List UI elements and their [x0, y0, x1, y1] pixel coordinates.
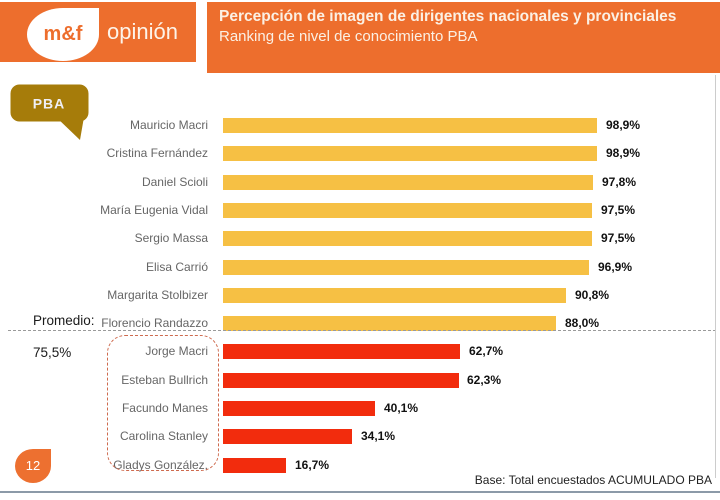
bar-value: 97,5% [601, 231, 636, 245]
bar-row: Gladys González, 16,7% [0, 452, 720, 480]
bar-row: Daniel Scioli 97,8% [0, 169, 720, 197]
page-number-badge: 12 [15, 449, 51, 483]
bar-value: 62,7% [469, 344, 504, 358]
bar-value: 40,1% [384, 401, 419, 415]
footer-divider-line [0, 491, 720, 493]
bar-label: Elisa Carrió [145, 260, 208, 274]
bar-label: Esteban Bullrich [121, 373, 208, 387]
slide-subtitle: Ranking de nivel de conocimiento PBA [219, 28, 478, 45]
bar [223, 429, 352, 444]
bar-label: Gladys González, [113, 458, 208, 472]
bar-value: 34,1% [361, 429, 396, 443]
bar-label: Mauricio Macri [129, 118, 208, 132]
bar [223, 118, 597, 133]
bar-row: Jorge Macri 62,7% [0, 338, 720, 366]
bar [223, 401, 375, 416]
logo-name: opinión [107, 19, 178, 44]
bar [223, 288, 567, 303]
bar-chart: Mauricio Macri 98,9% Cristina Fernández … [0, 112, 720, 480]
pba-badge-tail [56, 117, 84, 140]
bar-row: Mauricio Macri 98,9% [0, 112, 720, 140]
bar-label: Cristina Fernández [106, 146, 208, 160]
promedio-label: Promedio: [33, 313, 95, 328]
bar-value: 96,9% [598, 260, 633, 274]
bar-value: 97,5% [601, 203, 636, 217]
promedio-value: 75,5% [33, 345, 72, 360]
bar-row: Carolina Stanley 34,1% [0, 423, 720, 451]
bar [223, 316, 556, 331]
bar-label: Sergio Massa [134, 231, 208, 245]
pba-badge-bubble [10, 84, 89, 122]
bar-value: 90,8% [575, 288, 610, 302]
bar-row: Cristina Fernández 98,9% [0, 140, 720, 168]
bar-row: Esteban Bullrich 62,3% [0, 367, 720, 395]
pba-speech-badge: PBA [10, 84, 89, 140]
bar-row: Elisa Carrió 96,9% [0, 254, 720, 282]
bar-value: 62,3% [467, 373, 502, 387]
bar-value: 16,7% [295, 458, 330, 472]
bar [223, 373, 459, 388]
bar-label: Daniel Scioli [141, 175, 208, 189]
bar [223, 146, 597, 161]
bar-row: Margarita Stolbizer 90,8% [0, 282, 720, 310]
bar [223, 175, 593, 190]
pba-badge-label: PBA [33, 96, 66, 112]
bar [223, 344, 460, 359]
slide-right-border [715, 75, 716, 478]
bar [223, 260, 590, 275]
promedio-annotation: Promedio: 75,5% [33, 297, 95, 361]
promedio-divider-line [8, 330, 716, 331]
bar-row: Facundo Manes 40,1% [0, 395, 720, 423]
bar-label: María Eugenia Vidal [100, 203, 208, 217]
bar-label: Jorge Macri [145, 344, 208, 358]
bar-value: 98,9% [606, 118, 641, 132]
bar-label: Florencio Randazzo [101, 316, 208, 330]
highlight-dashed-box [107, 335, 219, 471]
bar-value: 98,9% [606, 146, 641, 160]
bar [223, 203, 592, 218]
title-block: Percepción de imagen de dirigentes nacio… [207, 2, 720, 73]
bar-row: Sergio Massa 97,5% [0, 225, 720, 253]
bar-label: Carolina Stanley [119, 429, 208, 443]
bar [223, 231, 592, 246]
bar-row: Florencio Randazzo 88,0% [0, 310, 720, 338]
bar-label: Margarita Stolbizer [107, 288, 208, 302]
bar-row: María Eugenia Vidal 97,5% [0, 197, 720, 225]
bar-label: Facundo Manes [121, 401, 208, 415]
logo-block: m&f opinión [0, 2, 196, 62]
slide-title: Percepción de imagen de dirigentes nacio… [219, 8, 677, 25]
bar-value: 97,8% [602, 175, 637, 189]
footer-base-note: Base: Total encuestados ACUMULADO PBA [474, 473, 712, 487]
logo-mark: m&f [43, 23, 83, 45]
bar-value: 88,0% [565, 316, 600, 330]
mf-logo-drop-icon: m&f [27, 8, 99, 61]
bar [223, 458, 287, 473]
